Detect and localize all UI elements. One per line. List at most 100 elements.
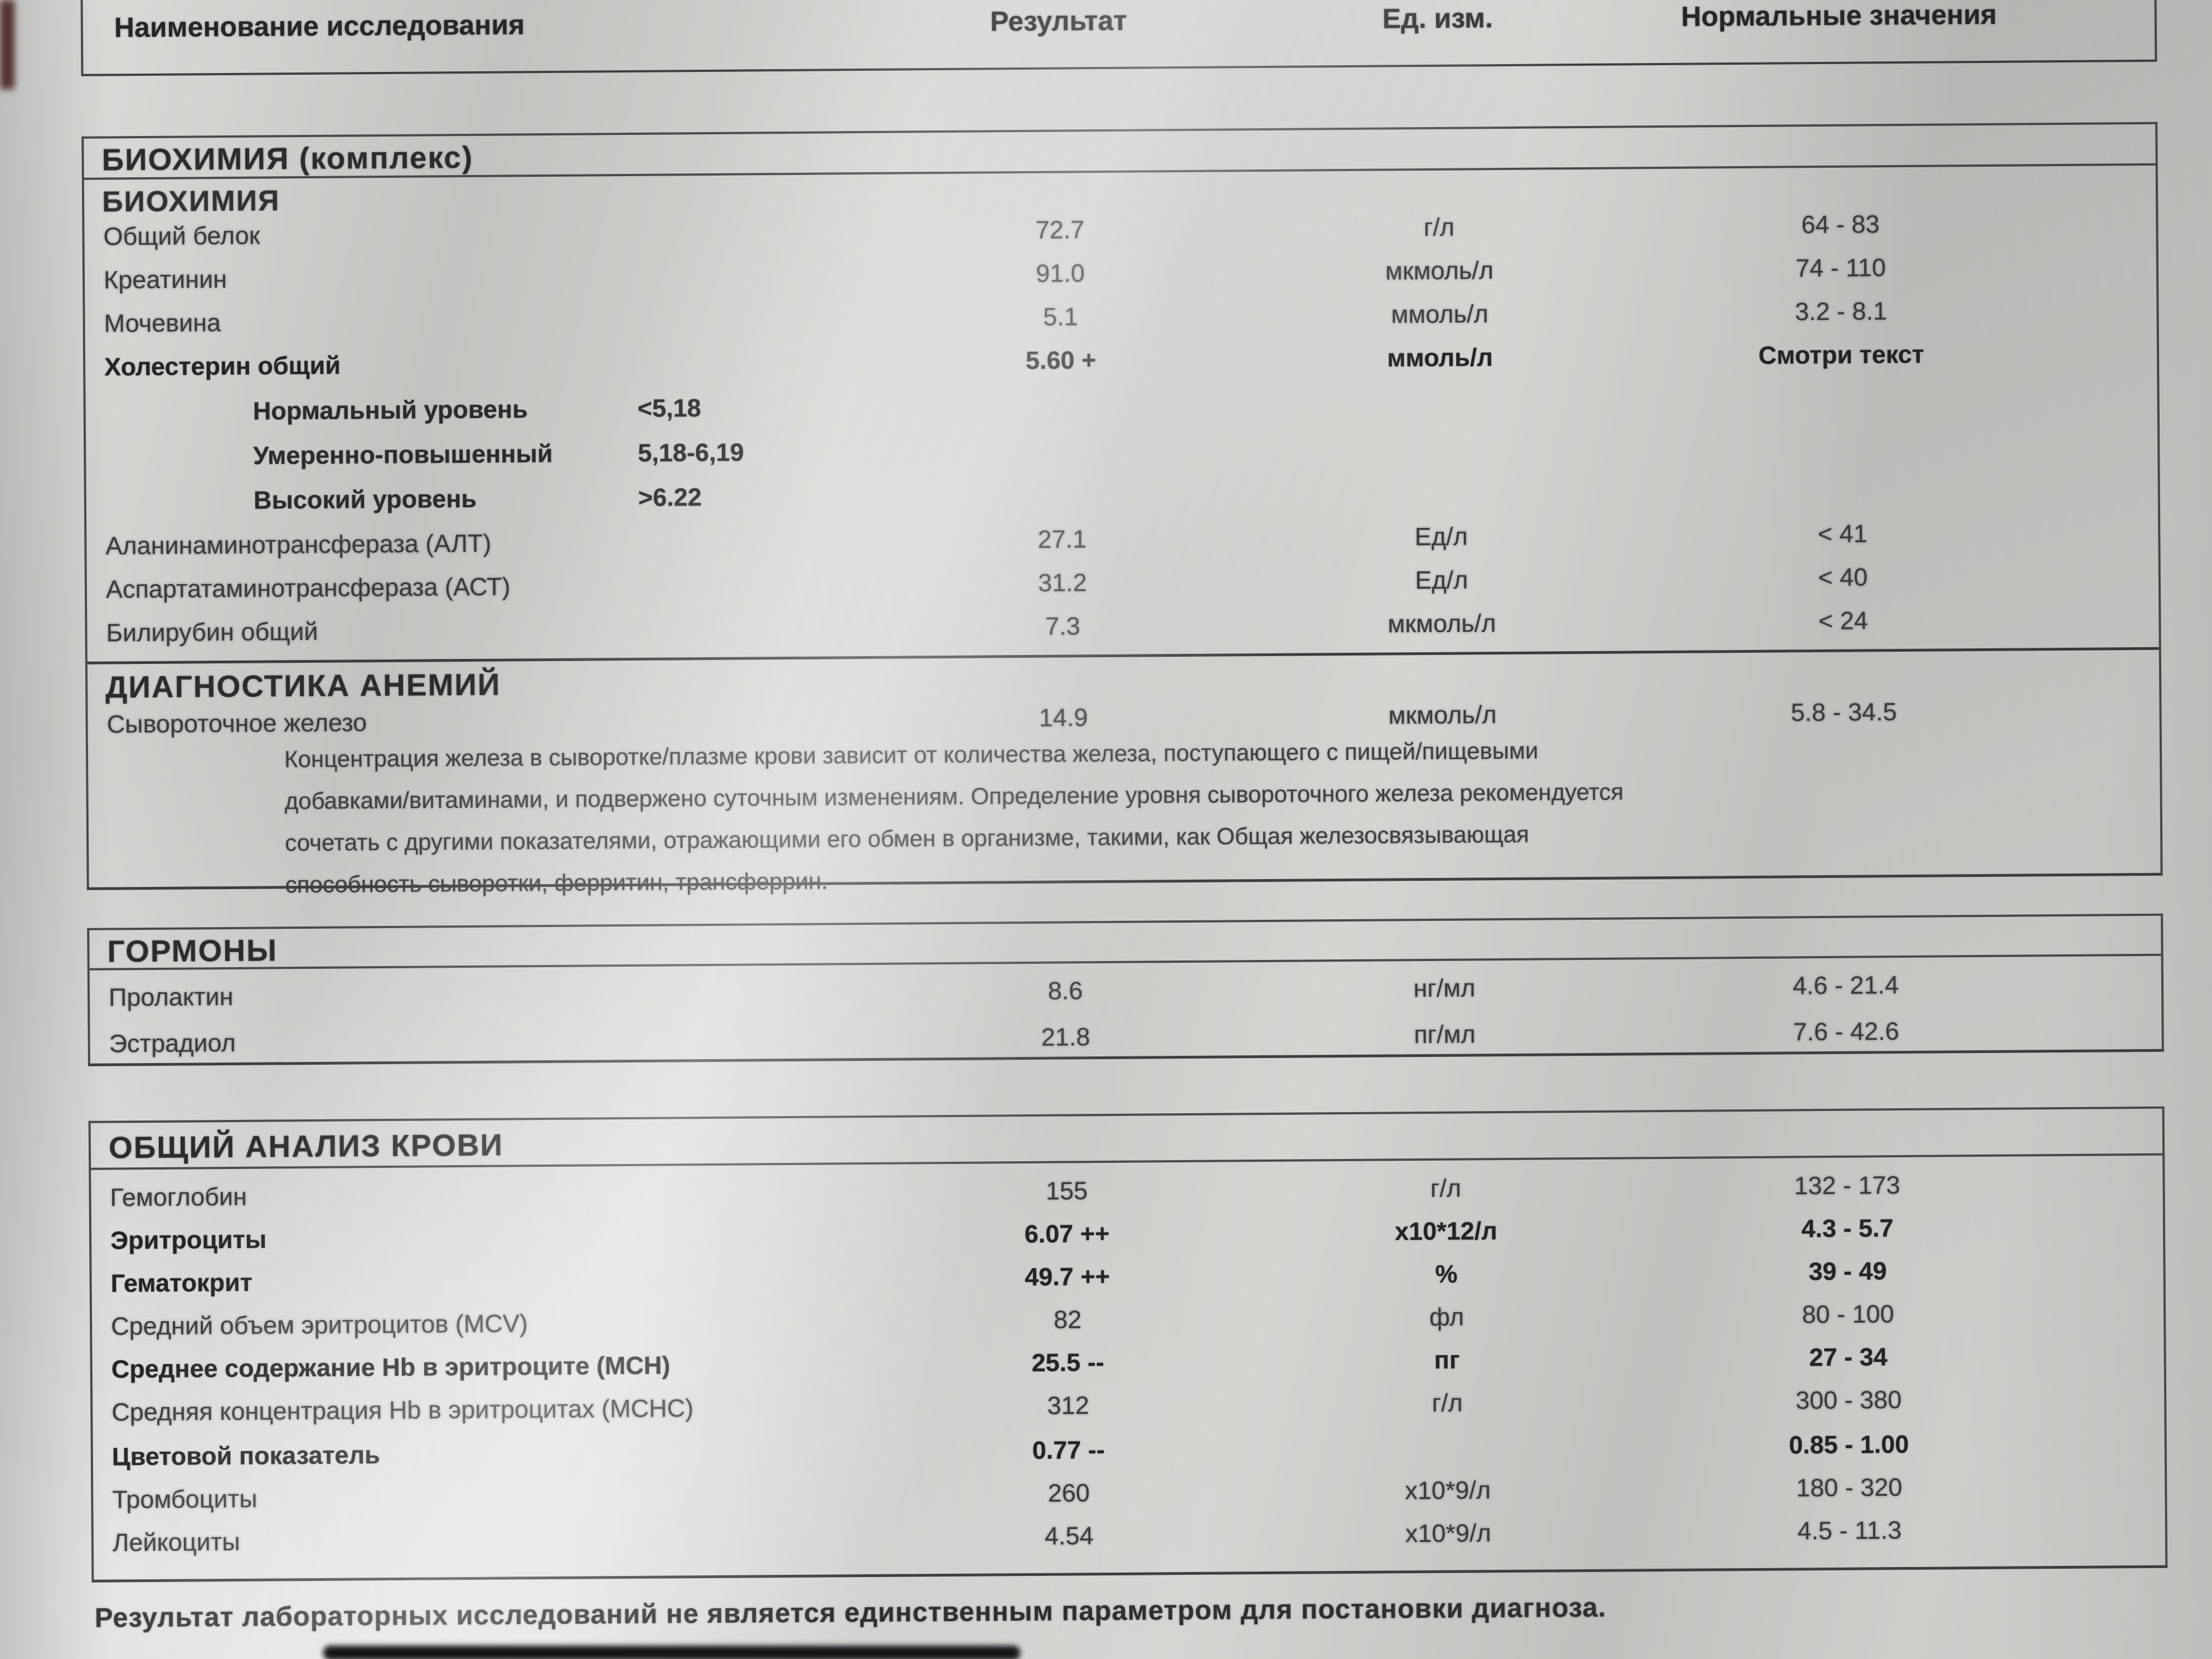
analysis-range: 180 - 320: [1796, 1473, 1903, 1502]
analysis-range: Смотри текст: [1758, 339, 1924, 370]
analysis-name: Эритроциты: [110, 1225, 267, 1255]
analysis-name: Аспартатаминотрансфераза (АСТ): [105, 572, 511, 604]
analysis-result: 82: [1053, 1305, 1082, 1334]
analysis-range: 4.3 - 5.7: [1801, 1214, 1894, 1243]
section-hormones: ГОРМОНЫ Пролактин 8.6 нг/мл 4.6 - 21.4 Э…: [87, 913, 2164, 1066]
analysis-range: 74 - 110: [1795, 253, 1886, 283]
section-biochemistry: БИОХИМИЯ (комплекс) БИОХИМИЯ Общий белок…: [81, 122, 2163, 898]
analysis-range: < 24: [1818, 606, 1869, 636]
analysis-units: ммоль/л: [1387, 343, 1493, 372]
section-biochemistry-titlebar: БИОХИМИЯ (комплекс): [84, 124, 2156, 180]
analysis-name: Мочевина: [104, 308, 221, 338]
section-title: ГОРМОНЫ: [107, 933, 278, 969]
analysis-units: фл: [1429, 1302, 1464, 1331]
analysis-range: 7.6 - 42.6: [1793, 1017, 1899, 1046]
analysis-units: пг: [1434, 1345, 1460, 1374]
analysis-range: 64 - 83: [1801, 210, 1880, 239]
analysis-name: Средняя концентрация Hb в эритроцитах (M…: [111, 1394, 694, 1427]
analysis-units: мкмоль/л: [1388, 609, 1496, 638]
analysis-result: 72.7: [1035, 215, 1085, 244]
section-title: ОБЩИЙ АНАЛИЗ КРОВИ: [108, 1127, 504, 1165]
section-cbc: ОБЩИЙ АНАЛИЗ КРОВИ Гемоглобин 155 г/л 13…: [88, 1106, 2168, 1583]
analysis-name: Средний объем эритроцитов (MCV): [110, 1309, 528, 1341]
analysis-name: Гемоглобин: [110, 1182, 248, 1212]
cholesterol-level-label: Высокий уровень: [253, 484, 477, 515]
analysis-name: Эстрадиол: [109, 1028, 236, 1058]
analysis-name: Креатинин: [103, 264, 227, 294]
analysis-result: 27.1: [1037, 525, 1087, 554]
analysis-result: 5.1: [1043, 302, 1079, 331]
column-header-analysis: Наименование исследования: [114, 9, 525, 43]
cholesterol-level-label: Умеренно-повышенный: [253, 439, 553, 470]
analysis-result: 8.6: [1047, 976, 1083, 1005]
analysis-range: 39 - 49: [1808, 1257, 1887, 1286]
photo-edge-artifact: [323, 1646, 1020, 1659]
cholesterol-level-value: 5,18-6,19: [638, 438, 744, 467]
analysis-units: мкмоль/л: [1388, 700, 1497, 730]
cholesterol-level-value: >6.22: [638, 483, 702, 512]
cholesterol-level-label: Нормальный уровень: [253, 395, 528, 425]
analysis-result: 14.9: [1039, 703, 1088, 732]
photo-edge-artifact: [0, 0, 14, 89]
analysis-units: пг/мл: [1414, 1020, 1476, 1049]
analysis-name: Цветовой показатель: [111, 1440, 380, 1471]
iron-note-line: сочетать с другими показателями, отражаю…: [284, 821, 1530, 856]
analysis-result: 25.5 --: [1031, 1348, 1104, 1377]
analysis-units: %: [1435, 1259, 1458, 1288]
analysis-units: Ед/л: [1415, 565, 1468, 595]
analysis-units: мкмоль/л: [1385, 256, 1494, 285]
analysis-name: Аланинаминотрансфераза (АЛТ): [105, 528, 492, 560]
analysis-result: 4.54: [1044, 1521, 1094, 1550]
analysis-range: 80 - 100: [1802, 1299, 1894, 1329]
analysis-name: Сывороточное железо: [106, 708, 367, 739]
analysis-units: х10*9/л: [1405, 1519, 1491, 1548]
analysis-result: 49.7 ++: [1025, 1262, 1110, 1292]
analysis-name: Пролактин: [108, 982, 234, 1012]
cholesterol-level-value: <5,18: [637, 394, 701, 423]
analysis-name: Тромбоциты: [112, 1484, 258, 1514]
section-title: БИОХИМИЯ (комплекс): [101, 139, 474, 177]
analysis-units: г/л: [1423, 212, 1455, 241]
iron-note-line: добавками/витаминами, и подвержено суточ…: [284, 778, 1624, 814]
analysis-result: 5.60 +: [1025, 346, 1097, 375]
analysis-name: Гематокрит: [110, 1268, 253, 1298]
analysis-range: 300 - 380: [1795, 1385, 1902, 1415]
analysis-units: нг/мл: [1413, 973, 1476, 1003]
analysis-result: 260: [1047, 1478, 1090, 1507]
analysis-range: 4.5 - 11.3: [1797, 1516, 1902, 1545]
analysis-range: 5.8 - 34.5: [1791, 697, 1897, 727]
analysis-name: Общий белок: [103, 221, 260, 251]
analysis-range: < 41: [1817, 519, 1867, 549]
section-title: ДИАГНОСТИКА АНЕМИЙ: [105, 667, 501, 705]
analysis-name: Среднее содержание Hb в эритроците (MCH): [111, 1351, 671, 1384]
analysis-units: г/л: [1430, 1173, 1462, 1202]
analysis-range: 0.85 - 1.00: [1788, 1429, 1909, 1459]
column-header-range: Нормальные значения: [1681, 0, 1997, 32]
analysis-range: 3.2 - 8.1: [1794, 297, 1888, 326]
iron-note-line: способность сыворотки, ферритин, трансфе…: [285, 867, 828, 898]
analysis-result: 0.77 --: [1032, 1435, 1105, 1464]
analysis-result: 155: [1045, 1176, 1088, 1205]
analysis-range: < 40: [1818, 562, 1868, 592]
analysis-units: ммоль/л: [1391, 299, 1488, 329]
section-subtitle: БИОХИМИЯ: [101, 185, 280, 219]
column-header-units: Ед. изм.: [1382, 2, 1493, 35]
analysis-result: 91.0: [1036, 259, 1085, 288]
section-hormones-titlebar: ГОРМОНЫ: [89, 915, 2161, 971]
column-header-result: Результат: [989, 4, 1127, 37]
analysis-result: 21.8: [1041, 1022, 1090, 1051]
analysis-units: х10*12/л: [1394, 1216, 1498, 1246]
analysis-result: 312: [1047, 1391, 1089, 1420]
analysis-range: 4.6 - 21.4: [1792, 971, 1899, 1000]
section-cbc-titlebar: ОБЩИЙ АНАЛИЗ КРОВИ: [90, 1108, 2163, 1170]
analysis-units: Ед/л: [1414, 522, 1468, 551]
analysis-range: 27 - 34: [1809, 1342, 1888, 1372]
analysis-name: Холестерин общий: [104, 351, 341, 381]
analysis-units: х10*9/л: [1405, 1476, 1491, 1505]
disclaimer-text: Результат лабораторных исследований не я…: [94, 1592, 1607, 1633]
analysis-result: 7.3: [1045, 612, 1080, 641]
analysis-range: 132 - 173: [1794, 1171, 1900, 1200]
analysis-name: Лейкоциты: [112, 1527, 240, 1557]
